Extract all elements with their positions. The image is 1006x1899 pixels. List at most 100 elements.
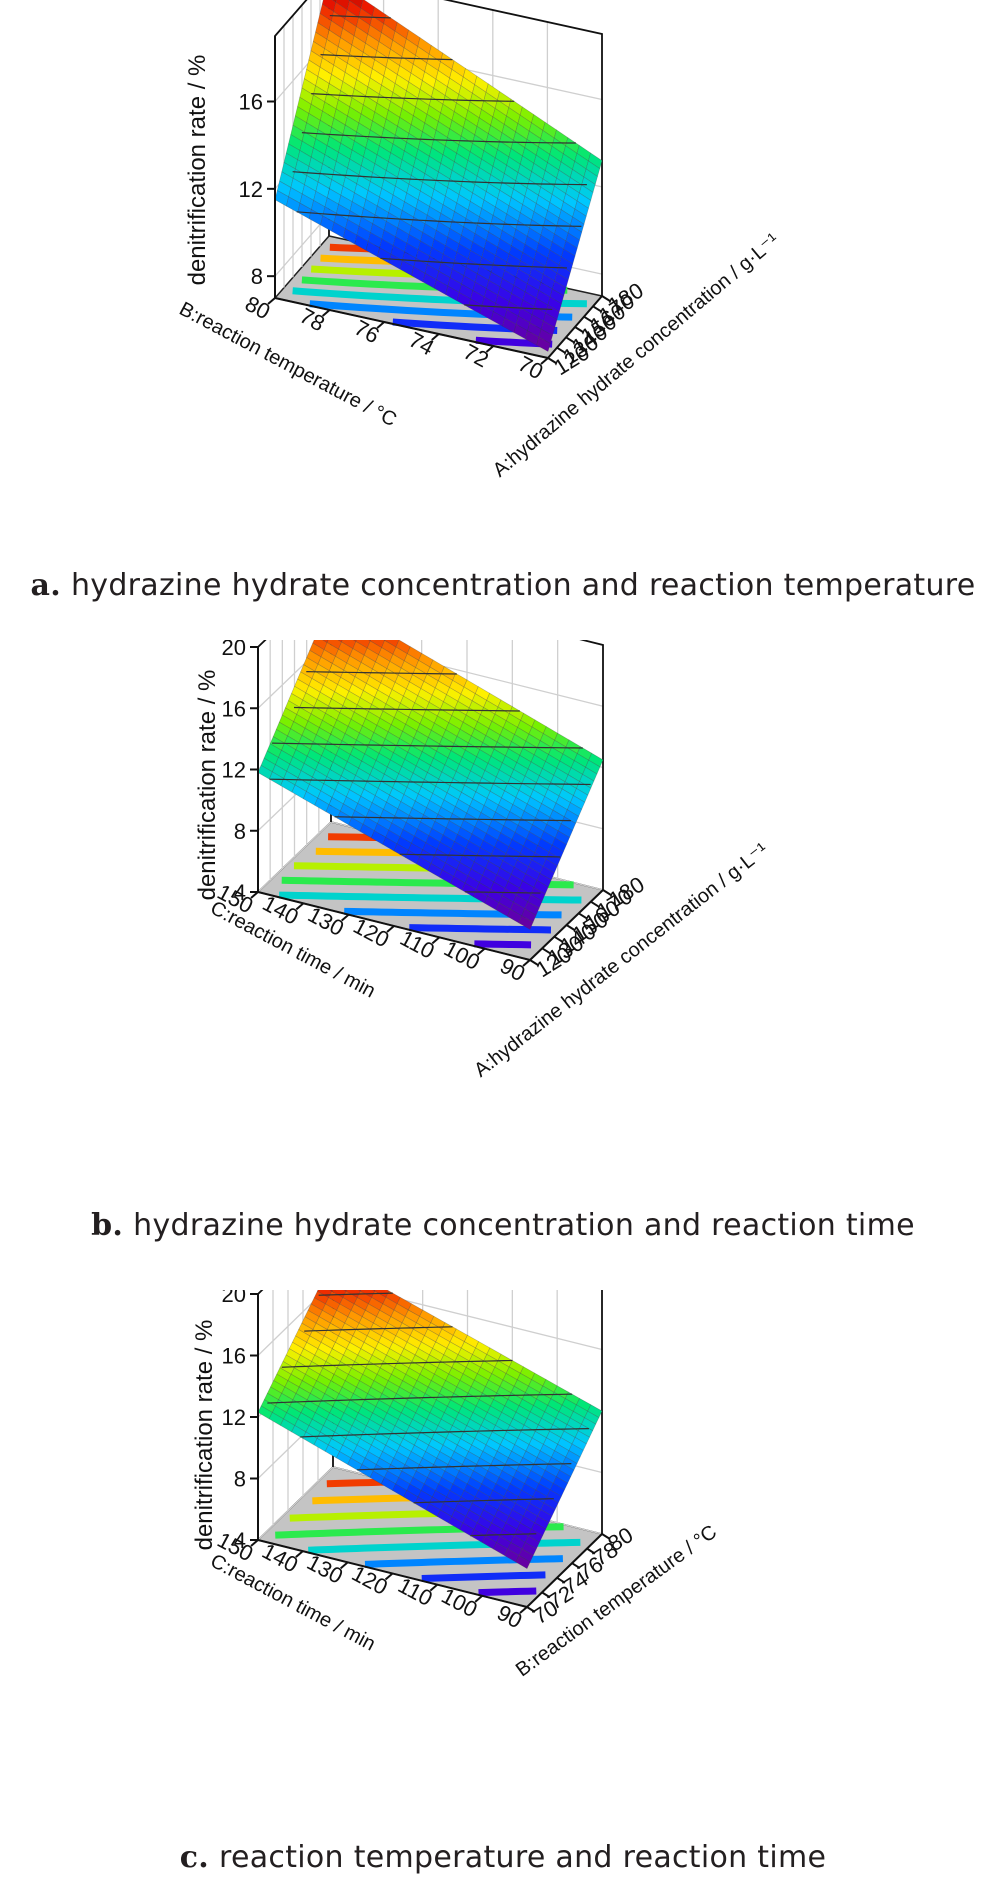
z-axis: 8 12 16 denitrification rate / % [184, 36, 276, 298]
panel-b: 4 8 12 16 20 denitrification rate / % 120 130 14… [0, 640, 1006, 1260]
contour-band [326, 1478, 385, 1488]
surface-cell [357, 1290, 362, 1292]
surface-contour-line [272, 742, 583, 749]
surface-cell [523, 1418, 539, 1432]
surface-contour-line [470, 1533, 537, 1537]
caption-c-label: c. [179, 1840, 209, 1875]
surface-cell [583, 168, 598, 185]
y-tick-mark [519, 1606, 528, 1614]
surface-cell [563, 1424, 579, 1438]
caption-c-text: reaction temperature and reaction time [219, 1840, 827, 1875]
surface-cell [536, 336, 551, 352]
response-surface [257, 1290, 603, 1569]
surface-cell [582, 766, 598, 782]
surface-cell [504, 1548, 520, 1563]
z-tick-label: 8 [234, 819, 246, 844]
z-tick-label: 12 [222, 1405, 246, 1430]
surface-cell [274, 189, 289, 207]
contour-band [409, 924, 552, 934]
surface-cell [572, 1404, 589, 1419]
x-tick-mark [565, 924, 576, 931]
surface-cell [508, 706, 525, 721]
caption-c: c. reaction temperature and reaction time [0, 1840, 1006, 1875]
surface-cell [535, 1483, 551, 1497]
surface-cell [581, 176, 596, 193]
grid-line [257, 1290, 603, 1356]
surface-cell [543, 312, 558, 329]
surface-cell [520, 1424, 536, 1439]
surface-cell [503, 1431, 519, 1446]
surface-contour-line [300, 1427, 589, 1438]
surface-cell [538, 328, 553, 344]
surface-cell [556, 264, 571, 281]
z-tick-label: 8 [251, 264, 263, 289]
z-tick-label: 16 [222, 696, 246, 721]
z-axis-label: denitrification rate / % [194, 670, 221, 901]
y-tick-mark [431, 936, 440, 945]
surface-contour-line [269, 778, 591, 786]
surface-cell [585, 160, 601, 178]
x-tick-mark [571, 1562, 581, 1570]
x-tick-mark [578, 912, 588, 920]
grid-line [257, 640, 604, 709]
response-surface [257, 640, 604, 930]
surface-cell [588, 752, 604, 768]
y-tick-mark [250, 1539, 259, 1547]
surface-cell [507, 1542, 523, 1556]
z-tick-label: 16 [239, 90, 263, 115]
surface-cell [563, 809, 580, 824]
surface-cell [541, 796, 557, 811]
surface-cell [574, 200, 589, 217]
surface-cell [529, 1496, 545, 1511]
surface-contour-line [304, 1326, 453, 1332]
surface-cell [528, 859, 544, 874]
y-tick-mark [474, 1595, 483, 1603]
surface-cell [588, 152, 603, 170]
y-tick-mark [321, 309, 331, 317]
panel-c: 4 8 12 16 20 denitrification rate / % 70 72 74 76… [0, 1290, 1006, 1899]
surface-cell [542, 858, 558, 874]
surface-cell [411, 266, 426, 283]
surface-cell [348, 817, 364, 832]
surface-cell [359, 823, 375, 839]
surface-cell [570, 216, 585, 233]
surface-cell [541, 1469, 557, 1484]
surface-cell [502, 1522, 518, 1537]
surface-contour-line [329, 14, 391, 19]
surface-contour-line [334, 816, 571, 822]
surface-cell [291, 784, 307, 800]
surface-contour-line [311, 93, 515, 102]
x-tick-mark [526, 1606, 536, 1613]
x-tick-mark [574, 326, 584, 333]
surface-cell [280, 778, 296, 793]
surface-contour-line [464, 891, 541, 894]
contour-band [421, 1571, 546, 1582]
z-tick-label: 12 [222, 758, 246, 783]
y-tick-mark [384, 1572, 394, 1581]
surface-cell [499, 1379, 515, 1394]
surface-cell [526, 796, 543, 812]
x-tick-mark [583, 315, 593, 323]
x-tick-mark [601, 295, 611, 302]
surface-cell [505, 1515, 521, 1530]
z-axis-label: denitrification rate / % [184, 55, 211, 286]
surface-cell [529, 789, 546, 805]
surface-cell [547, 296, 562, 313]
y-tick-mark [295, 1550, 304, 1558]
x-tick-mark [556, 1576, 566, 1584]
z-tick-label: 4 [234, 1528, 246, 1553]
surface-cell [538, 1476, 554, 1491]
x-tick-mark [541, 947, 551, 955]
surface-contour-line [356, 1463, 572, 1471]
x-tick-mark [565, 336, 575, 344]
surface-cell [551, 1450, 567, 1465]
surface-cell [563, 240, 578, 257]
surface-cell [511, 734, 527, 749]
surface-cell [529, 1405, 546, 1419]
y-tick-mark [485, 345, 495, 353]
surface-cell [526, 1411, 542, 1426]
surface-cell [554, 1443, 570, 1458]
